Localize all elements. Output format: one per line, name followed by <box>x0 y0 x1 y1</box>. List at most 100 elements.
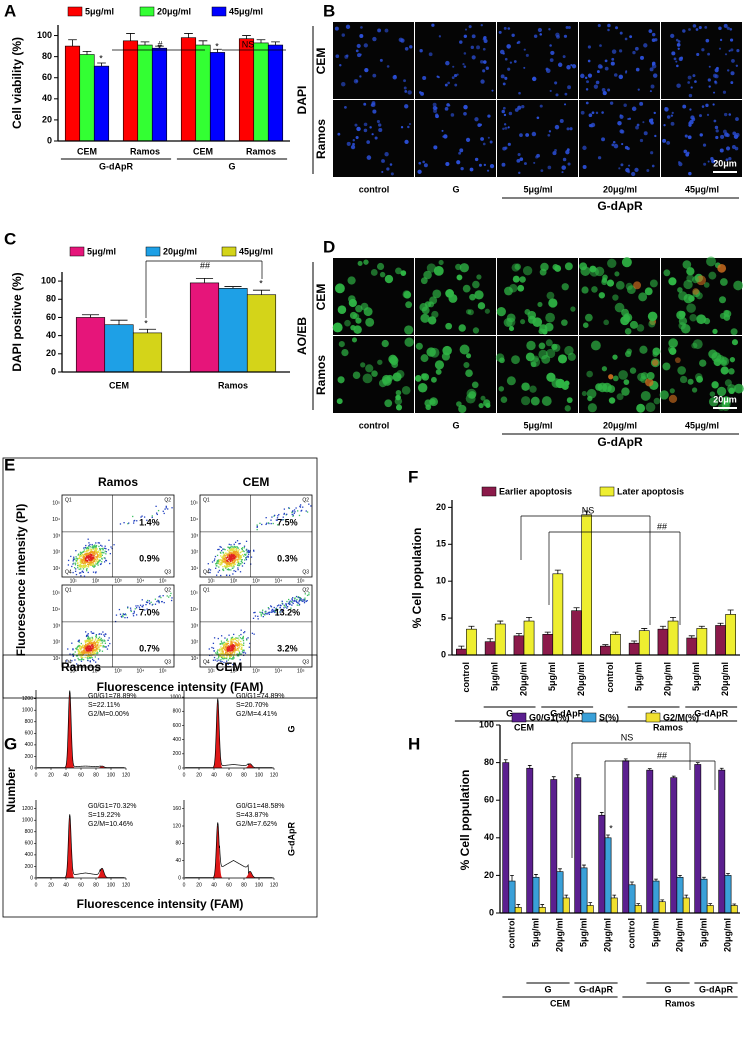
quadrant-label: Q1 <box>65 497 72 503</box>
nucleus <box>587 73 593 78</box>
nucleus <box>566 65 571 70</box>
nucleus <box>355 49 359 53</box>
flow-event <box>286 513 288 515</box>
flow-event <box>97 562 99 564</box>
flow-event <box>84 557 87 559</box>
nucleus <box>562 55 566 59</box>
error-bar <box>564 894 569 898</box>
flow-event <box>266 613 268 615</box>
nucleus <box>646 169 650 172</box>
flow-event <box>232 558 234 560</box>
flow-event <box>89 563 91 565</box>
flow-event <box>100 633 103 635</box>
flow-event <box>113 544 115 546</box>
cell <box>545 312 555 323</box>
nucleus <box>626 147 630 151</box>
flow-event <box>235 637 237 639</box>
flow-event <box>102 549 104 551</box>
flow-event <box>218 569 221 572</box>
flow-event <box>101 640 103 642</box>
flow-event <box>236 653 239 655</box>
cell <box>691 387 698 393</box>
flow-event <box>230 548 233 550</box>
quadrant-label: Q4 <box>65 659 72 665</box>
x-tick-label: 10³ <box>252 578 260 584</box>
flow-event <box>215 562 218 565</box>
y-tick-label: 10⁵ <box>190 501 198 507</box>
flow-event <box>92 553 94 555</box>
flow-event <box>281 600 283 602</box>
flow-event <box>271 611 273 613</box>
flow-event <box>306 599 308 602</box>
flow-event <box>126 616 129 619</box>
cell <box>338 341 345 348</box>
flow-event <box>276 609 278 611</box>
flow-event <box>283 607 285 609</box>
nucleus <box>677 47 680 50</box>
flow-event <box>130 609 132 611</box>
flow-event <box>308 592 310 594</box>
y-tick-label: 10² <box>53 640 61 646</box>
flow-event <box>240 560 243 563</box>
cell <box>669 388 675 394</box>
x-tick-label: 80 <box>93 882 99 888</box>
cell <box>420 277 428 285</box>
flow-event <box>220 640 223 642</box>
flow-event <box>81 651 83 653</box>
panel-frame <box>2 457 318 699</box>
flow-event <box>96 640 98 643</box>
flow-event <box>220 564 222 566</box>
subgroup-label: G <box>664 984 671 994</box>
flow-event <box>90 644 93 646</box>
flow-event <box>89 543 91 546</box>
flow-event <box>162 510 164 512</box>
flow-event <box>222 644 224 646</box>
flow-event <box>233 638 235 640</box>
bar <box>667 620 679 656</box>
flow-event <box>265 611 267 613</box>
flow-event <box>226 556 228 558</box>
flow-event <box>100 645 102 647</box>
nucleus <box>561 171 564 174</box>
flow-event <box>229 644 232 646</box>
flow-event <box>87 650 89 652</box>
flow-event <box>83 652 86 654</box>
nucleus <box>502 127 505 131</box>
flow-event <box>85 547 88 549</box>
quadrant-label: Q2 <box>164 587 171 593</box>
flow-event <box>246 639 248 641</box>
flow-event <box>122 614 124 617</box>
cell <box>548 298 558 308</box>
cell <box>552 343 561 352</box>
cell <box>458 404 467 414</box>
quadrant-label: Q4 <box>65 569 72 575</box>
flow-event <box>96 551 98 554</box>
cell <box>687 378 694 385</box>
flow-event <box>230 554 232 556</box>
nucleus <box>601 137 606 142</box>
flow-event <box>85 643 87 646</box>
flow-event <box>224 556 227 559</box>
flow-event <box>105 560 108 562</box>
cell <box>662 362 671 371</box>
flow-event <box>101 545 103 547</box>
nucleus <box>676 64 679 68</box>
flow-event <box>72 653 75 655</box>
flow-event <box>294 600 296 602</box>
flow-event <box>238 548 240 551</box>
flow-event <box>87 657 89 660</box>
flow-event <box>261 612 264 615</box>
flow-event <box>228 546 230 549</box>
flow-event <box>89 649 91 651</box>
nucleus <box>725 158 729 162</box>
flow-event <box>235 641 237 644</box>
cell <box>552 264 559 271</box>
flow-event <box>86 641 88 643</box>
bar <box>508 880 516 914</box>
flow-event <box>88 647 90 649</box>
nucleus <box>707 52 710 56</box>
flow-event <box>232 658 234 660</box>
flow-event <box>231 559 233 561</box>
flow-event <box>92 553 94 556</box>
flow-event <box>299 599 301 601</box>
